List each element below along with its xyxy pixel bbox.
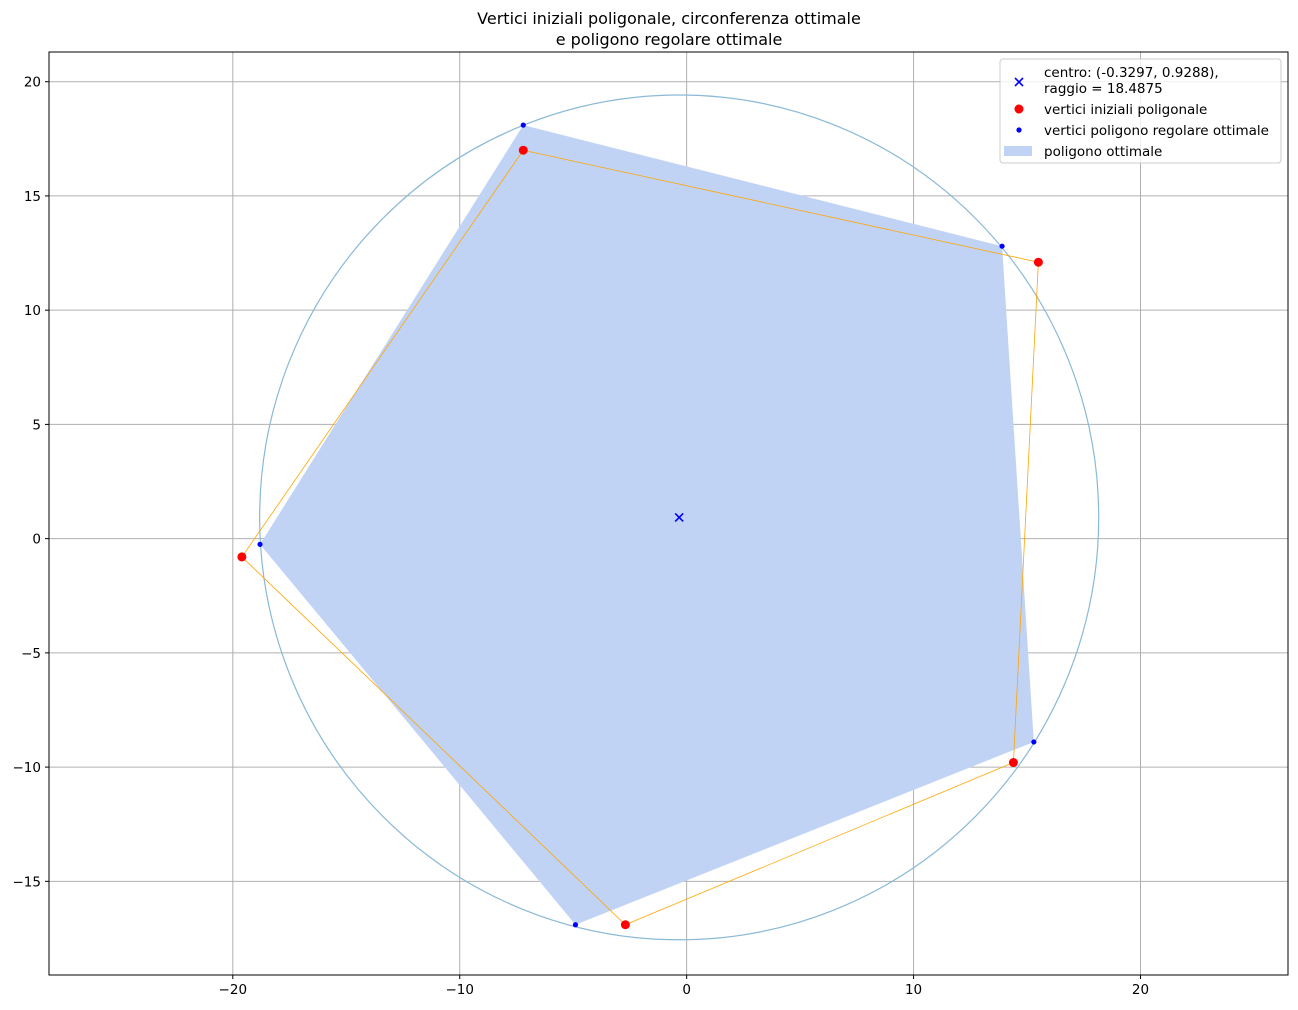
x-axis: −20 −10 0 10 20 [219,975,1149,998]
regular-vertex-point [520,122,526,128]
center-marker [674,512,684,522]
legend-blue-dot [1016,127,1022,133]
regular-vertex-point [999,243,1005,249]
chart-title-line-2: e poligono regolare ottimale [556,30,783,49]
x-tick-label: −20 [219,982,248,998]
legend-item: vertici poligono regolare ottimale [1016,123,1269,139]
initial-vertex-point [1008,758,1018,768]
optimal-polygon [260,125,1034,925]
y-tick-label: −10 [13,760,42,776]
center-marker-stroke [674,512,684,522]
legend-item: centro: (-0.3297, 0.9288),raggio = 18.48… [1014,65,1219,97]
initial-vertex-point [1033,257,1043,267]
y-tick-label: −5 [21,646,41,662]
y-tick-label: 10 [24,303,41,319]
initial-vertex-point [620,920,630,930]
y-tick-label: 20 [24,75,41,91]
legend-label: poligono ottimale [1044,144,1162,160]
y-tick-label: −15 [13,874,42,890]
y-axis: −15 −10 −5 0 5 10 15 20 [13,75,49,890]
legend-patch [1004,146,1032,156]
x-tick-label: 10 [905,982,922,998]
legend-label: vertici poligono regolare ottimale [1044,123,1269,139]
legend-x-marker [1014,77,1024,87]
initial-vertex-point [518,145,528,155]
legend-box [999,58,1282,164]
chart-title-line-1: Vertici iniziali poligonale, circonferen… [477,9,861,28]
legend-x-stroke [1014,77,1024,87]
legend-item: vertici iniziali poligonale [1014,102,1207,118]
legend-item: poligono ottimale [1004,144,1162,160]
initial-polyline [241,149,1039,926]
initial-vertex-point [237,552,247,562]
optimal-circle [259,94,1100,941]
axes-frame [48,51,1289,976]
regular-vertex-point [572,922,579,928]
y-tick-label: 15 [24,189,41,205]
chart-title: Vertici iniziali poligonale, circonferen… [477,9,861,49]
legend-red-dot [1014,104,1024,114]
x-tick-label: 0 [682,982,691,998]
regular-vertex-point [257,541,263,547]
legend-label: centro: (-0.3297, 0.9288), [1044,65,1219,81]
legend-label: raggio = 18.4875 [1044,81,1163,97]
plot-area [237,94,1100,941]
y-tick-label: 5 [32,417,41,433]
regular-vertex-point [1031,739,1037,745]
x-tick-label: 20 [1132,982,1149,998]
y-tick-label: 0 [32,532,41,548]
x-tick-label: −10 [445,982,474,998]
legend: centro: (-0.3297, 0.9288),raggio = 18.48… [999,58,1282,164]
legend-label: vertici iniziali poligonale [1044,102,1207,118]
